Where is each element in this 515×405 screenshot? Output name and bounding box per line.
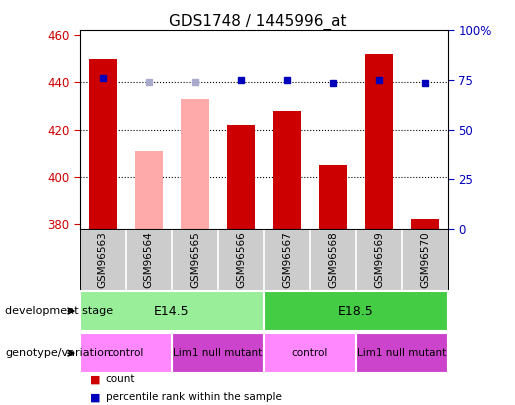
Bar — [273, 111, 301, 229]
Bar — [89, 59, 116, 229]
Text: control: control — [292, 348, 328, 358]
Text: E14.5: E14.5 — [154, 305, 190, 318]
Text: control: control — [108, 348, 144, 358]
Bar — [135, 151, 163, 229]
Bar — [264, 291, 448, 331]
Text: ■: ■ — [90, 392, 100, 402]
Text: GSM96569: GSM96569 — [374, 231, 384, 288]
Bar — [411, 220, 439, 229]
Text: percentile rank within the sample: percentile rank within the sample — [106, 392, 282, 402]
Text: GDS1748 / 1445996_at: GDS1748 / 1445996_at — [169, 14, 346, 30]
Text: E18.5: E18.5 — [338, 305, 374, 318]
Bar — [181, 99, 209, 229]
Text: GSM96570: GSM96570 — [420, 231, 430, 288]
Text: count: count — [106, 375, 135, 384]
Bar — [80, 291, 264, 331]
Text: development stage: development stage — [5, 306, 113, 316]
Text: GSM96563: GSM96563 — [98, 231, 108, 288]
Text: GSM96564: GSM96564 — [144, 231, 154, 288]
Text: Lim1 null mutant: Lim1 null mutant — [357, 348, 447, 358]
Text: GSM96567: GSM96567 — [282, 231, 292, 288]
Bar — [319, 165, 347, 229]
Text: ■: ■ — [90, 375, 100, 384]
Text: Lim1 null mutant: Lim1 null mutant — [173, 348, 263, 358]
Bar — [227, 125, 255, 229]
Text: genotype/variation: genotype/variation — [5, 348, 111, 358]
Bar — [264, 333, 356, 373]
Bar — [365, 54, 393, 229]
Text: GSM96565: GSM96565 — [190, 231, 200, 288]
Text: GSM96566: GSM96566 — [236, 231, 246, 288]
Bar — [80, 333, 172, 373]
Text: GSM96568: GSM96568 — [328, 231, 338, 288]
Bar — [172, 333, 264, 373]
Bar — [356, 333, 448, 373]
